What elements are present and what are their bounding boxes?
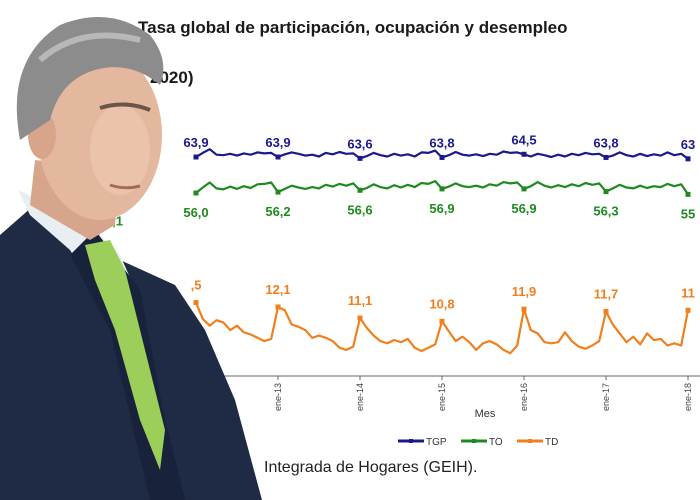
legend-marker	[472, 439, 476, 443]
data-label-tgp: 63,9	[265, 135, 290, 150]
data-label-td: 11,1	[348, 293, 373, 308]
data-label-td: 12,1	[265, 282, 290, 297]
data-label-td: ,5	[191, 278, 202, 293]
x-tick-label: ene-15	[437, 383, 447, 411]
data-point-tgp	[521, 151, 527, 157]
source-note: Integrada de Hogares (GEIH).	[264, 459, 478, 476]
x-tick-label: ene-16	[519, 383, 529, 411]
data-point-to	[685, 191, 691, 197]
data-label-td: 10,8	[429, 296, 454, 311]
data-label-td: 11,9	[512, 284, 537, 299]
data-point-to	[439, 186, 445, 192]
eyebrow	[99, 102, 151, 112]
legend-label-tgp: TGP	[426, 437, 447, 448]
data-label-td: 11,7	[594, 286, 619, 301]
data-point-td	[275, 304, 281, 310]
data-label-td: 11	[681, 285, 695, 300]
data-label-to: 56,6	[347, 202, 372, 217]
x-tick-label: ene-18	[683, 383, 693, 411]
data-point-to	[603, 189, 609, 195]
data-point-td	[357, 315, 363, 321]
legend-label-to: TO	[489, 437, 503, 448]
legend-label-td: TD	[545, 437, 558, 448]
data-point-td	[521, 306, 527, 312]
data-point-to	[193, 190, 199, 196]
data-point-tgp	[193, 154, 199, 160]
chart-title: Tasa global de participación, ocupación …	[138, 18, 568, 37]
data-label-tgp: 63,6	[347, 136, 372, 151]
face-highlight	[90, 105, 150, 195]
data-label-tgp: 63	[681, 137, 695, 152]
data-label-to: 55	[681, 206, 695, 221]
data-point-tgp	[685, 156, 691, 162]
data-point-tgp	[439, 154, 445, 160]
mouth	[109, 183, 141, 190]
data-point-td	[193, 300, 199, 306]
x-tick-label: ene-17	[601, 383, 611, 411]
hair-highlight	[38, 32, 141, 63]
data-label-tgp: 63,8	[429, 135, 454, 150]
data-point-to	[275, 189, 281, 195]
data-label-tgp: 63,9	[183, 135, 208, 150]
data-point-td	[439, 318, 445, 324]
x-tick-label: ene-13	[273, 383, 283, 411]
legend-marker	[528, 439, 532, 443]
data-point-td	[603, 308, 609, 314]
x-axis-label: Mes	[475, 408, 496, 420]
data-point-tgp	[603, 154, 609, 160]
data-point-to	[521, 186, 527, 192]
data-label-to: 56,9	[429, 201, 454, 216]
data-label-to: 56,2	[265, 204, 290, 219]
data-label-to: 56,0	[183, 205, 208, 220]
legend-marker	[409, 439, 413, 443]
data-point-tgp	[275, 154, 281, 160]
data-point-to	[357, 187, 363, 193]
green-tie	[85, 240, 165, 470]
x-tick-label: ene-14	[355, 383, 365, 411]
data-point-td	[685, 307, 691, 313]
data-label-tgp: 63,8	[593, 135, 618, 150]
data-label-tgp: 64,5	[511, 132, 536, 147]
data-label-to: 56,3	[593, 204, 618, 219]
data-point-tgp	[357, 155, 363, 161]
data-label-to: 56,9	[511, 201, 536, 216]
